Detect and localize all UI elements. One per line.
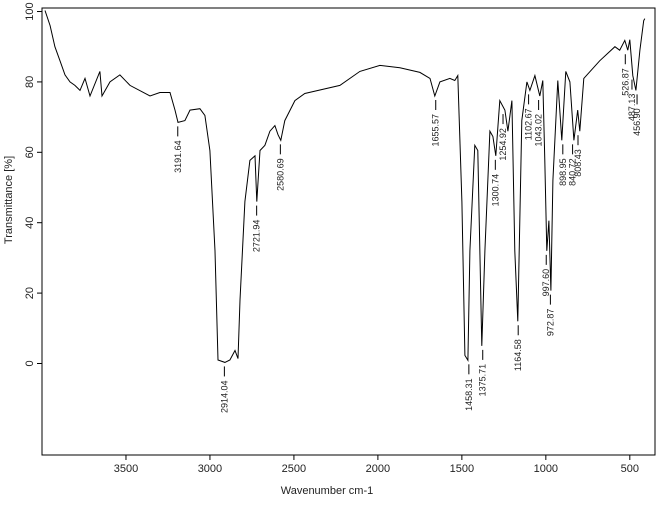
plot-frame: [41, 7, 656, 456]
peak-label: 526.87: [620, 68, 630, 96]
y-tick-label: 60: [24, 146, 36, 158]
y-tick-label: 20: [24, 287, 36, 299]
peak-label: 2914.04: [219, 380, 229, 413]
peak-label: 1300.74: [490, 174, 500, 207]
peak-label: 1254.92: [498, 128, 508, 161]
peak-label: 3191.64: [173, 140, 183, 173]
peak-label: 898.95: [558, 158, 568, 186]
x-tick-label: 3500: [114, 463, 138, 475]
peak-label: 997.60: [541, 269, 551, 297]
x-tick-label: 1500: [450, 463, 474, 475]
peak-label: 2721.94: [252, 220, 262, 253]
peak-label: 1164.58: [513, 339, 523, 371]
y-tick-label: 0: [24, 360, 36, 366]
peak-label: 972.87: [545, 309, 555, 337]
peak-label: 840.72: [568, 158, 578, 186]
x-tick-label: 2000: [366, 463, 390, 475]
x-axis-label: Wavenumber cm-1: [281, 485, 374, 497]
peak-label: 1102.67: [524, 108, 534, 140]
peak-label: 1043.02: [534, 114, 544, 147]
x-tick-label: 3000: [198, 463, 222, 475]
peak-label: 456.90: [632, 108, 642, 136]
peak-label: 1458.31: [464, 378, 474, 411]
y-tick-label: 40: [24, 217, 36, 229]
y-tick-label: 80: [24, 76, 36, 88]
peak-label: 1655.57: [431, 114, 441, 147]
x-tick-label: 500: [621, 463, 639, 475]
x-tick-label: 2500: [282, 463, 306, 475]
y-tick-label: 100: [24, 2, 36, 20]
y-axis-label: Transmittance [%]: [3, 156, 15, 244]
x-tick-label: 1000: [534, 463, 558, 475]
spectrum-line: [44, 10, 646, 363]
peak-label: 2580.69: [275, 158, 285, 191]
peak-label: 487.13: [627, 94, 637, 122]
peak-label: 808.43: [573, 149, 583, 177]
peak-label: 1375.71: [478, 364, 488, 397]
